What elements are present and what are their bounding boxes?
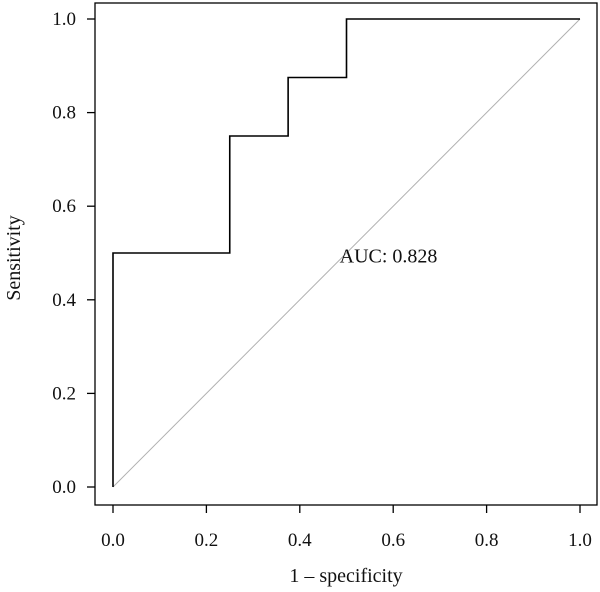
auc-annotation: AUC: 0.828 — [340, 245, 438, 267]
roc-curve-point — [229, 135, 231, 137]
roc-curve-point — [346, 18, 348, 20]
x-tick-label: 1.0 — [568, 530, 592, 551]
y-tick-label: 0.6 — [52, 196, 76, 217]
reference-diagonal-line — [112, 18, 581, 488]
x-tick-label: 0.4 — [288, 530, 312, 551]
x-tick-label: 0.0 — [101, 530, 125, 551]
roc-curve-point — [112, 486, 114, 488]
y-tick-label: 0.8 — [52, 103, 76, 124]
y-tick-label: 1.0 — [52, 9, 76, 30]
roc-curve-line — [112, 18, 580, 487]
x-axis-label: 1 – specificity — [289, 565, 402, 587]
y-tick-label: 0.0 — [52, 477, 76, 498]
roc-curve-point — [112, 252, 114, 254]
x-tick-label: 0.2 — [195, 530, 219, 551]
roc-curve-point — [346, 77, 348, 79]
roc-curve-point — [287, 135, 289, 137]
y-tick-label: 0.4 — [52, 290, 76, 311]
roc-curve-point — [579, 18, 581, 20]
plot-frame — [94, 2, 598, 506]
x-tick-label: 0.8 — [475, 530, 499, 551]
y-axis: 0.0 0.2 0.4 0.6 0.8 1.0 — [52, 9, 95, 498]
roc-curve-point — [229, 252, 231, 254]
x-tick-label: 0.6 — [381, 530, 405, 551]
y-tick-label: 0.2 — [52, 383, 76, 404]
roc-curve-point — [287, 77, 289, 79]
y-axis-label: Sensitivity — [3, 215, 25, 301]
x-axis: 0.0 0.2 0.4 0.6 0.8 1.0 — [101, 505, 592, 551]
